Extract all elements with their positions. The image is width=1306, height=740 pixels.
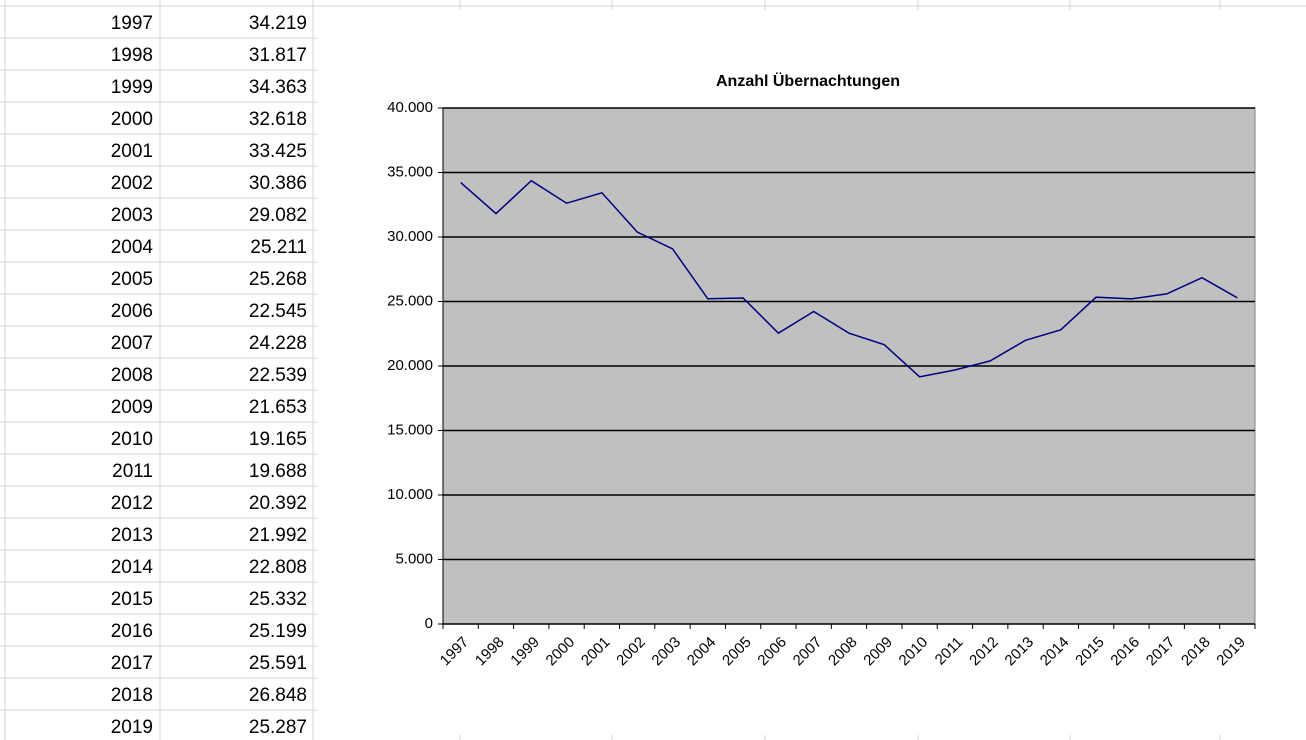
data-line bbox=[460, 179, 1238, 378]
y-tick-label: 20.000 bbox=[387, 357, 433, 374]
cell-value: 25.268 bbox=[249, 269, 307, 290]
cell-value: 22.808 bbox=[249, 557, 307, 578]
cell-year: 2018 bbox=[111, 685, 153, 706]
cell-value: 19.688 bbox=[249, 461, 307, 482]
cell-year: 2003 bbox=[111, 205, 153, 226]
cell-value: 32.618 bbox=[249, 109, 307, 130]
cell-year: 2010 bbox=[111, 429, 153, 450]
y-tick-label: 0 bbox=[425, 615, 433, 632]
cell-value: 34.219 bbox=[249, 13, 307, 34]
cell-year: 2014 bbox=[111, 557, 154, 578]
y-tick-label: 25.000 bbox=[387, 292, 433, 309]
cell-year: 2011 bbox=[112, 461, 153, 482]
cell-value: 24.228 bbox=[249, 333, 307, 354]
cell-value: 25.332 bbox=[249, 589, 307, 610]
cell-year: 2000 bbox=[111, 109, 153, 130]
chart-title: Anzahl Übernachtungen bbox=[716, 71, 900, 90]
cell-value: 25.287 bbox=[249, 717, 307, 738]
cell-value: 25.199 bbox=[249, 621, 307, 642]
cell-value: 21.992 bbox=[249, 525, 307, 546]
cell-value: 22.539 bbox=[249, 365, 307, 386]
cell-year: 2012 bbox=[111, 493, 153, 514]
cell-value: 19.165 bbox=[249, 429, 307, 450]
cell-value: 29.082 bbox=[249, 205, 307, 226]
cell-value: 20.392 bbox=[249, 493, 307, 514]
cell-value: 25.211 bbox=[250, 237, 307, 258]
cell-year: 1998 bbox=[111, 45, 153, 66]
cell-year: 2008 bbox=[111, 365, 153, 386]
cell-value: 31.817 bbox=[249, 45, 307, 66]
cell-value: 26.848 bbox=[249, 685, 307, 706]
cell-value: 34.363 bbox=[249, 77, 307, 98]
cell-value: 22.545 bbox=[249, 301, 307, 322]
cell-year: 2013 bbox=[111, 525, 153, 546]
cell-year: 2005 bbox=[111, 269, 153, 290]
y-tick-label: 15.000 bbox=[387, 421, 433, 438]
cell-year: 1999 bbox=[111, 77, 153, 98]
cell-year: 2001 bbox=[111, 141, 153, 162]
cell-year: 1997 bbox=[111, 13, 153, 34]
cell-value: 21.653 bbox=[249, 397, 307, 418]
y-tick-label: 5.000 bbox=[395, 550, 433, 567]
cell-year: 2016 bbox=[111, 621, 153, 642]
cell-value: 33.425 bbox=[249, 141, 307, 162]
cell-year: 2002 bbox=[111, 173, 153, 194]
cell-year: 2015 bbox=[111, 589, 153, 610]
y-tick-label: 10.000 bbox=[387, 486, 433, 503]
y-tick-label: 40.000 bbox=[387, 99, 433, 116]
cell-year: 2004 bbox=[111, 237, 154, 258]
cell-value: 25.591 bbox=[249, 653, 307, 674]
cell-year: 2009 bbox=[111, 397, 153, 418]
cell-year: 2007 bbox=[111, 333, 153, 354]
cell-year: 2017 bbox=[111, 653, 153, 674]
y-tick-label: 30.000 bbox=[387, 228, 433, 245]
cell-year: 2019 bbox=[111, 717, 153, 738]
y-tick-label: 35.000 bbox=[387, 163, 433, 180]
cell-value: 30.386 bbox=[249, 173, 307, 194]
cell-year: 2006 bbox=[111, 301, 153, 322]
